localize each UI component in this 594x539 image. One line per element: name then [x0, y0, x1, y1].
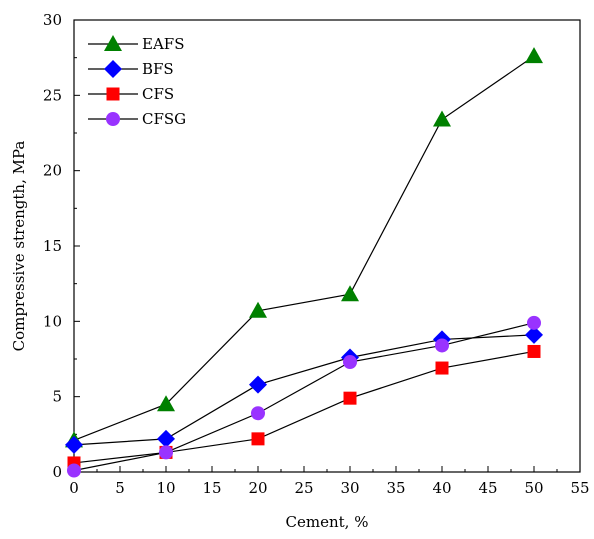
- x-tick-label: 50: [524, 479, 543, 497]
- legend-marker-bfs: [104, 60, 122, 78]
- series-line-cfs: [73, 350, 535, 464]
- axis-ticks: 0 5 10 15 20 25 30 35 40 45 50 55 0 5 10 15 20 25 30: [43, 11, 590, 497]
- data-point-cfs: [343, 391, 357, 405]
- data-point-eafs: [525, 47, 543, 64]
- legend-label-eafs: EAFS: [142, 35, 184, 53]
- data-point-cfsg: [251, 406, 265, 421]
- x-tick-label: 45: [478, 479, 497, 497]
- data-point-bfs: [249, 375, 267, 394]
- data-point-bfs: [525, 325, 543, 344]
- series-line-cfsg: [73, 322, 535, 472]
- x-axis-title: Cement, %: [286, 513, 369, 531]
- x-tick-label: 40: [432, 479, 451, 497]
- x-tick-label: 10: [156, 479, 175, 497]
- y-tick-label: 10: [43, 312, 62, 330]
- x-tick-label: 15: [202, 479, 221, 497]
- legend-label-cfsg: CFSG: [142, 110, 186, 128]
- x-tick-label: 25: [294, 479, 313, 497]
- x-tick-label: 30: [340, 479, 359, 497]
- data-point-eafs: [157, 395, 175, 412]
- data-point-cfs: [527, 344, 541, 358]
- data-point-cfsg: [527, 315, 541, 330]
- data-point-eafs: [341, 285, 359, 302]
- data-point-cfsg: [343, 355, 357, 370]
- series-line-bfs: [73, 334, 535, 446]
- y-tick-label: 5: [52, 388, 62, 406]
- data-point-cfsg: [67, 463, 81, 478]
- data-point-eafs: [249, 301, 267, 318]
- data-point-eafs: [433, 110, 451, 127]
- data-point-cfsg: [159, 445, 173, 460]
- x-tick-label: 5: [115, 479, 125, 497]
- series-line-eafs: [73, 55, 535, 441]
- data-point-cfsg: [435, 338, 449, 353]
- x-tick-label: 35: [386, 479, 405, 497]
- data-point-bfs: [65, 435, 83, 454]
- y-tick-label: 20: [43, 162, 62, 180]
- y-axis-title: Compressive strength, MPa: [10, 141, 28, 352]
- y-tick-label: 15: [43, 237, 62, 255]
- legend-label-cfs: CFS: [142, 85, 174, 103]
- legend-marker-cfs: [106, 87, 120, 101]
- y-tick-label: 0: [52, 463, 62, 481]
- x-tick-label: 55: [570, 479, 589, 497]
- data-point-cfs: [435, 361, 449, 375]
- series-lines: [73, 55, 535, 472]
- x-tick-label: 0: [69, 479, 79, 497]
- y-tick-label: 25: [43, 86, 62, 104]
- legend: EAFS BFS CFS CFSG: [88, 35, 186, 128]
- data-point-bfs: [157, 429, 175, 448]
- x-tick-label: 20: [248, 479, 267, 497]
- y-tick-label: 30: [43, 11, 62, 29]
- data-point-cfs: [251, 432, 265, 446]
- legend-label-bfs: BFS: [142, 60, 174, 78]
- legend-marker-eafs: [104, 35, 122, 51]
- legend-marker-cfsg: [106, 112, 120, 126]
- series-markers: [65, 47, 543, 478]
